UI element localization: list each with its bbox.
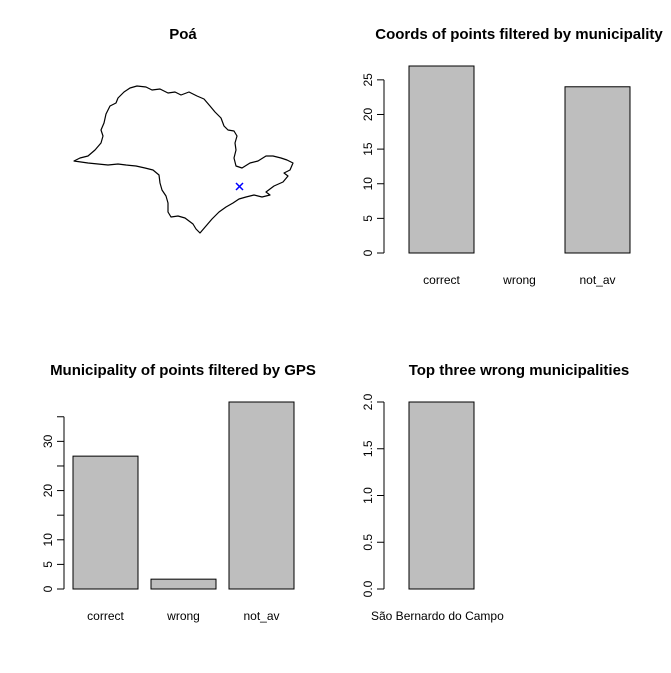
chart-title: Top three wrong municipalities [409,362,630,379]
bar-são-bernardo-do-campo [408,401,475,590]
category-label: correct [87,609,124,623]
category-label: wrong [166,609,200,623]
category-label: wrong [502,273,536,287]
y-tick-label: 0.5 [361,534,375,551]
y-tick-label: 10 [41,533,55,547]
category-label: not_av [579,273,615,287]
y-tick-label: 10 [361,177,375,191]
y-tick-label: 30 [41,434,55,448]
y-tick-label: 1.5 [361,440,375,457]
y-tick-label: 20 [41,484,55,498]
location-marker [235,182,244,191]
y-tick-label: 2.0 [361,393,375,410]
bar-not_av [228,401,295,590]
y-tick-label: 15 [361,142,375,156]
category-label: not_av [243,609,279,623]
y-tick-label: 1.0 [361,487,375,504]
category-label: correct [423,273,460,287]
bar-chart-municipality: Municipality of points filtered by GPS 0 5… [41,362,316,623]
y-tick-label: 0 [41,585,55,592]
bar-not_av [564,86,631,254]
bar-chart-coords: Coords of points filtered by municipalit… [361,26,663,287]
bar-chart-top-wrong: Top three wrong municipalities 0.0 0.5 1.0 1… [361,362,629,623]
y-tick-label: 0 [361,249,375,256]
bar-wrong [150,578,217,590]
y-tick-label: 5 [361,215,375,222]
y-tick-label: 20 [361,107,375,121]
y-tick-label: 5 [41,561,55,568]
chart-title: Coords of points filtered by municipalit… [375,26,663,43]
category-label: São Bernardo do Campo [371,609,504,623]
y-tick-label: 0.0 [361,580,375,597]
y-tick-label: 25 [361,73,375,87]
marker-stroke-b [235,182,244,191]
bar-correct [408,65,475,254]
map-title: Poá [169,26,197,43]
state-outline [73,85,294,234]
bar-correct [72,455,139,590]
chart-title: Municipality of points filtered by GPS [50,362,316,379]
map-panel: Poá [73,26,294,234]
